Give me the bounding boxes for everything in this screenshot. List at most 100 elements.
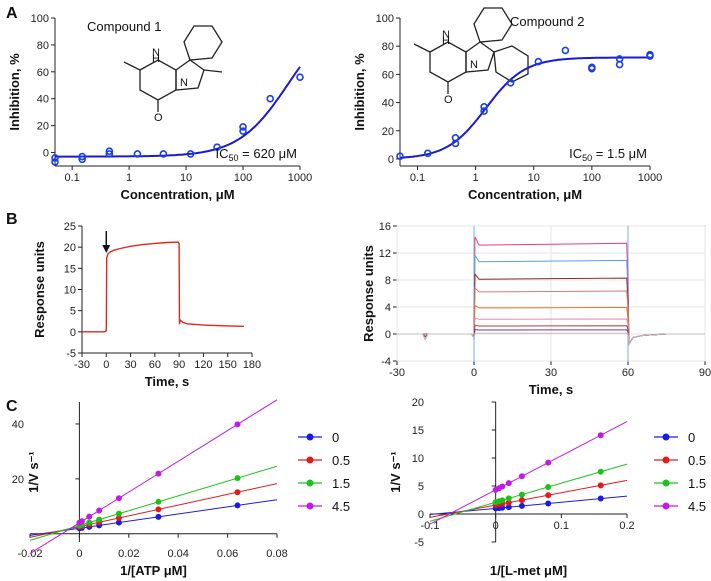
data-point-1.5 <box>234 475 241 482</box>
svg-text:O: O <box>444 94 453 106</box>
data-point-1.5 <box>115 510 122 517</box>
x-tick-label: -0.1 <box>421 520 440 532</box>
data-point <box>561 46 570 55</box>
x-tick-label: 100 <box>583 172 601 184</box>
y-tick-label: 20 <box>412 397 424 409</box>
legend-label: 4.5 <box>332 499 350 514</box>
y-tick-label: 20 <box>64 242 76 254</box>
y-tick-label: 10 <box>64 285 76 297</box>
x-tick-label: 30 <box>124 359 136 371</box>
x-tick-label: 0 <box>76 548 82 560</box>
data-point-1.5 <box>155 498 162 505</box>
fit-curve <box>55 66 301 158</box>
x-tick-label: 1000 <box>638 172 662 184</box>
data-point <box>396 152 404 160</box>
y-tick-label: 16 <box>379 221 391 233</box>
data-point <box>534 57 543 66</box>
x-tick-label: 10 <box>180 172 192 184</box>
sensorgram-line <box>397 332 705 346</box>
y-tick-label: -4 <box>381 356 391 368</box>
data-point <box>423 149 432 158</box>
data-point-0 <box>597 495 604 502</box>
data-point <box>105 147 114 155</box>
data-point <box>646 52 654 60</box>
sensorgram-line <box>82 241 244 333</box>
svg-text:N: N <box>470 59 478 71</box>
data-point <box>51 154 59 162</box>
x-tick-label: 90 <box>699 367 711 379</box>
x-axis-title: 1/[L-met μM] <box>490 563 567 578</box>
x-tick-label: 10 <box>528 172 540 184</box>
y-tick-label: 100 <box>376 13 394 25</box>
data-point-0.5 <box>518 497 525 504</box>
data-point-1.5 <box>505 495 512 502</box>
data-point <box>615 60 624 69</box>
x-tick-label: 1 <box>126 172 132 184</box>
compound-1-structure <box>123 25 223 112</box>
x-axis-title: Time, s <box>145 374 190 389</box>
chart-title: Compound 2 <box>510 14 584 29</box>
x-tick-label: 0.1 <box>554 520 569 532</box>
data-point <box>159 150 168 158</box>
legend-label: 0 <box>688 430 695 445</box>
y-tick-label: -5 <box>414 537 424 549</box>
legend-swatch-marker <box>662 479 670 487</box>
data-point <box>480 107 488 115</box>
y-tick-label: 20 <box>382 126 394 138</box>
y-tick-label: 0 <box>43 148 49 160</box>
axes-A2: 0.1 1 10 100 1000020406080100Concentration, … <box>352 13 662 202</box>
y-axis-title: 1/V s⁻¹ <box>26 451 41 493</box>
x-tick-label: 0.1 <box>410 172 425 184</box>
data-point-4.5 <box>234 421 241 428</box>
svg-text:N: N <box>442 29 450 41</box>
panel-label: C <box>6 398 18 415</box>
svg-text:H: H <box>152 53 160 65</box>
regression-line-4.5 <box>429 421 628 525</box>
y-tick-label: -5 <box>66 348 76 360</box>
legend-label: 1.5 <box>688 476 706 491</box>
svg-text:N: N <box>152 47 160 59</box>
data-point-1.5 <box>499 497 506 504</box>
x-tick-label: 1 <box>473 172 479 184</box>
data-point-0.5 <box>234 489 241 496</box>
x-tick-label: -0.02 <box>17 548 42 560</box>
panel-label: A <box>6 5 18 22</box>
data-point <box>266 94 275 103</box>
y-tick-label: 0 <box>70 327 76 339</box>
data-point <box>78 155 86 164</box>
x-tick-label: 0.06 <box>217 548 238 560</box>
data-point-0.5 <box>115 515 122 522</box>
x-axis-title: Concentration, μM <box>120 187 234 202</box>
legend-swatch-marker <box>306 502 314 510</box>
legend-swatch-marker <box>662 502 670 510</box>
x-tick-label: -30 <box>389 367 405 379</box>
svg-text:O: O <box>154 112 163 124</box>
data-point-1.5 <box>597 468 604 475</box>
y-tick-label: 40 <box>12 419 24 431</box>
x-axis-title: 1/[ATP μM] <box>120 563 187 578</box>
x-tick-label: 0.1 <box>64 172 79 184</box>
structure-atom-labels: HN NO HN NO <box>152 29 478 124</box>
y-tick-label: 60 <box>37 67 49 79</box>
y-tick-label: 0 <box>385 329 391 341</box>
data-point-4.5 <box>155 470 162 477</box>
y-axis-title: Inhibition, % <box>7 53 22 131</box>
axes-C1: -0.02 0 0.02 0.04 0.06 0.08 20 40 1/[ATP μM] 1/V … <box>6 398 288 578</box>
y-tick-label: 4 <box>385 302 391 314</box>
data-point-0 <box>505 504 512 511</box>
y-tick-label: 15 <box>412 425 424 437</box>
data-point-4.5 <box>86 513 93 520</box>
y-tick-label: 100 <box>31 13 49 25</box>
data-point <box>186 150 195 158</box>
legend-swatch-marker <box>662 456 670 464</box>
x-axis-title: Time, s <box>529 382 574 397</box>
legend-label: 0.5 <box>332 453 350 468</box>
legend-label: 1.5 <box>332 476 350 491</box>
svg-text:H: H <box>442 35 450 47</box>
regression-line-1.5 <box>429 463 628 522</box>
y-tick-label: 5 <box>418 481 424 493</box>
x-tick-label: 1000 <box>288 172 312 184</box>
data-point-0 <box>234 502 241 509</box>
ic50-annotation: IC50 = 1.5 μM <box>569 146 647 163</box>
legend-swatch-marker <box>306 433 314 441</box>
